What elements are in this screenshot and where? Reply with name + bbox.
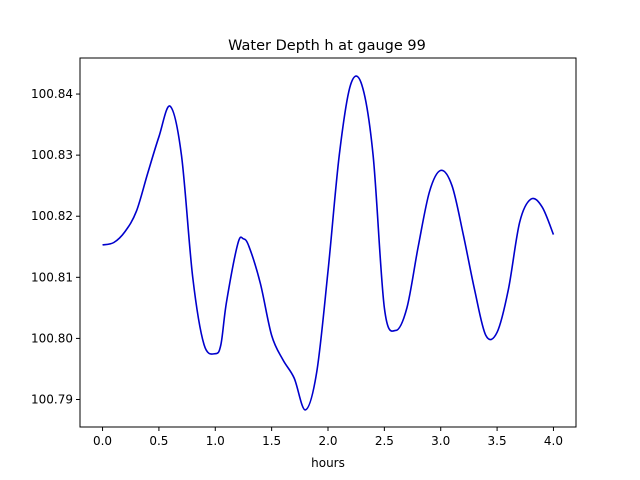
y-tick-label: 100.81	[31, 270, 73, 284]
y-tick-label: 100.84	[31, 87, 73, 101]
y-axis-ticks: 100.79 100.80 100.81 100.82 100.83 100.84	[31, 87, 80, 407]
series-line	[102, 75, 555, 411]
x-tick-label: 1.5	[262, 434, 281, 448]
x-tick-label: 3.0	[431, 434, 450, 448]
y-tick-label: 100.82	[31, 209, 73, 223]
x-tick-label: 4.0	[544, 434, 563, 448]
series-layer	[102, 75, 555, 411]
x-tick-label: 0.5	[149, 434, 168, 448]
y-tick-label: 100.80	[31, 331, 73, 345]
plot-frame	[79, 57, 577, 428]
x-axis-label: hours	[311, 456, 345, 470]
y-tick-label: 100.83	[31, 148, 73, 162]
chart-title: Water Depth h at gauge 99	[228, 38, 426, 54]
y-tick-label: 100.79	[31, 393, 73, 407]
x-tick-label: 2.5	[375, 434, 394, 448]
x-axis-ticks: 0.0 0.5 1.0 1.5 2.0 2.5 3.0 3.5 4.0	[93, 427, 563, 448]
x-tick-label: 0.0	[93, 434, 112, 448]
x-tick-label: 1.0	[206, 434, 225, 448]
x-tick-label: 3.5	[488, 434, 507, 448]
x-tick-label: 2.0	[318, 434, 337, 448]
